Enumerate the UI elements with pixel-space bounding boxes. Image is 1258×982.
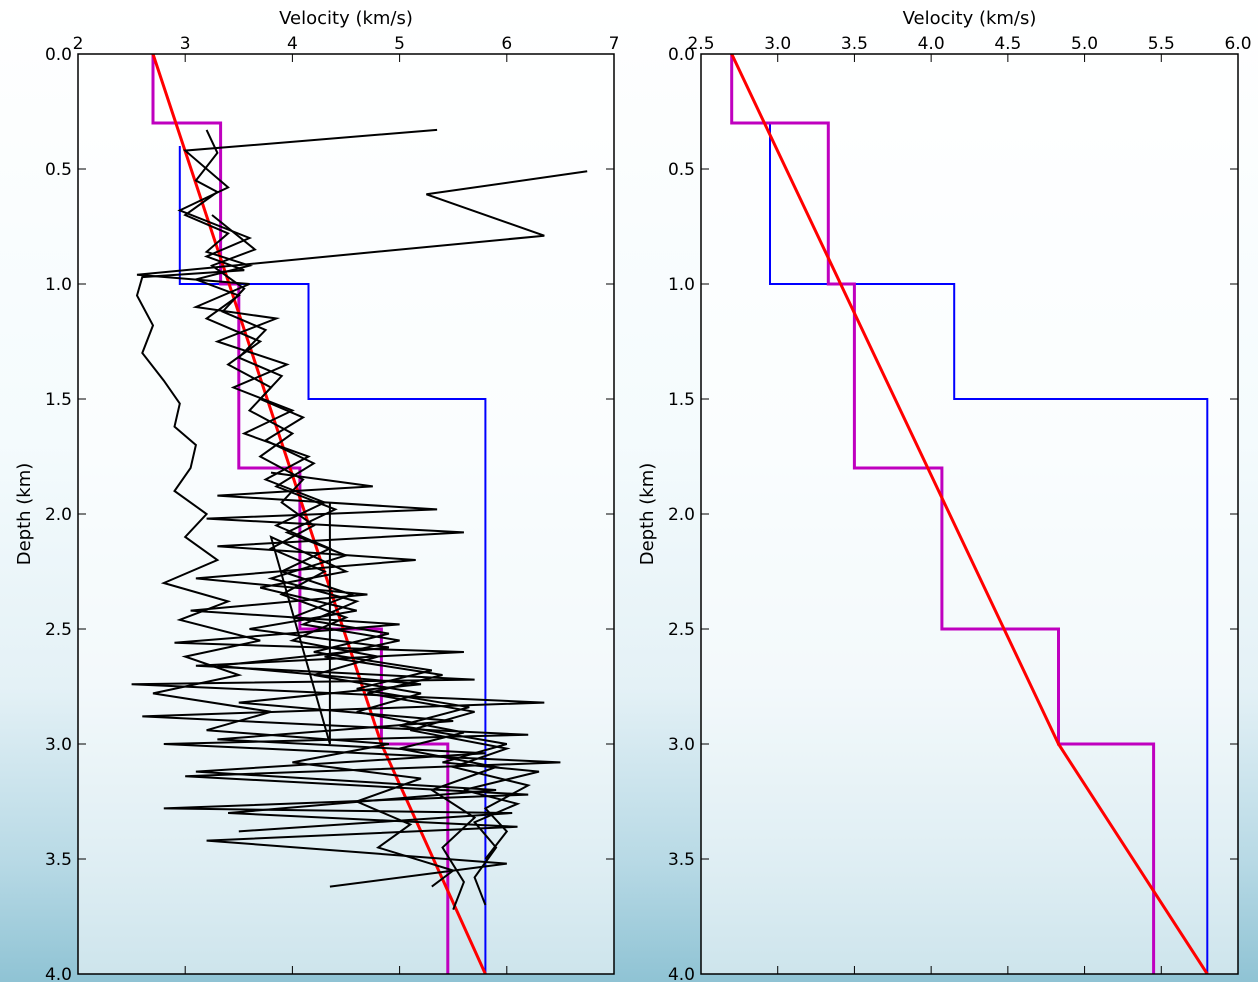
x-tick-label: 5.0 bbox=[1071, 34, 1098, 54]
x-tick-label: 4.0 bbox=[918, 34, 945, 54]
x-axis-label: Velocity (km/s) bbox=[903, 8, 1037, 29]
black-velocity-line-7 bbox=[131, 471, 561, 833]
y-tick-label: 2.5 bbox=[668, 620, 695, 640]
y-tick-label: 3.5 bbox=[45, 850, 72, 870]
y-tick-label: 2.0 bbox=[668, 505, 695, 525]
y-tick-label: 0.5 bbox=[668, 160, 695, 180]
y-tick-label: 3.0 bbox=[668, 735, 695, 755]
y-tick-label: 1.5 bbox=[45, 390, 72, 410]
y-tick-label: 4.0 bbox=[45, 965, 72, 982]
x-tick-label: 3.5 bbox=[841, 34, 868, 54]
y-tick-label: 1.5 bbox=[668, 390, 695, 410]
y-tick-label: 1.0 bbox=[668, 275, 695, 295]
plot-area bbox=[701, 54, 1238, 974]
x-tick-label: 4.5 bbox=[994, 34, 1021, 54]
y-tick-label: 1.0 bbox=[45, 275, 72, 295]
y-tick-label: 2.5 bbox=[45, 620, 72, 640]
chart-panel-right: 2.5 3.0 3.5 4.0 4.5 5.0 5.5 6.0 0.0 0.5 1.0 1.5 2.0 2… bbox=[637, 8, 1252, 982]
chart-panel-left: 2 3 4 5 6 7 0.0 0.5 1.0 1.5 2.0 2.5 3.0 3.5 4.0 Velocit… bbox=[14, 8, 619, 982]
x-tick-label: 6 bbox=[501, 34, 512, 54]
blue-velocity-line-0 bbox=[769, 123, 1209, 974]
y-tick-label: 3.5 bbox=[668, 850, 695, 870]
y-axis-label: Depth (km) bbox=[637, 463, 658, 566]
x-tick-label: 4 bbox=[287, 34, 298, 54]
x-tick-label: 3.0 bbox=[764, 34, 791, 54]
y-tick-label: 3.0 bbox=[45, 735, 72, 755]
y-tick-label: 0.0 bbox=[668, 45, 695, 65]
x-axis-label: Velocity (km/s) bbox=[279, 8, 413, 29]
red-velocity-line-2 bbox=[730, 54, 1209, 974]
x-tick-label: 5.5 bbox=[1148, 34, 1175, 54]
y-tick-label: 0.0 bbox=[45, 45, 72, 65]
magenta-velocity-line-1 bbox=[151, 54, 450, 974]
x-tick-label: 3 bbox=[180, 34, 191, 54]
x-tick-label: 2 bbox=[73, 34, 84, 54]
magenta-velocity-line-1 bbox=[730, 54, 1156, 974]
y-tick-label: 0.5 bbox=[45, 160, 72, 180]
y-tick-label: 4.0 bbox=[668, 965, 695, 982]
y-tick-label: 2.0 bbox=[45, 505, 72, 525]
x-tick-label: 6.0 bbox=[1224, 34, 1251, 54]
x-tick-label: 7 bbox=[609, 34, 620, 54]
blue-velocity-line-0 bbox=[178, 146, 487, 974]
x-tick-label: 5 bbox=[394, 34, 405, 54]
black-velocity-line-4 bbox=[135, 128, 456, 888]
y-axis-label: Depth (km) bbox=[14, 463, 35, 566]
black-velocity-line-8 bbox=[195, 502, 518, 888]
x-tick-label: 2.5 bbox=[687, 34, 714, 54]
